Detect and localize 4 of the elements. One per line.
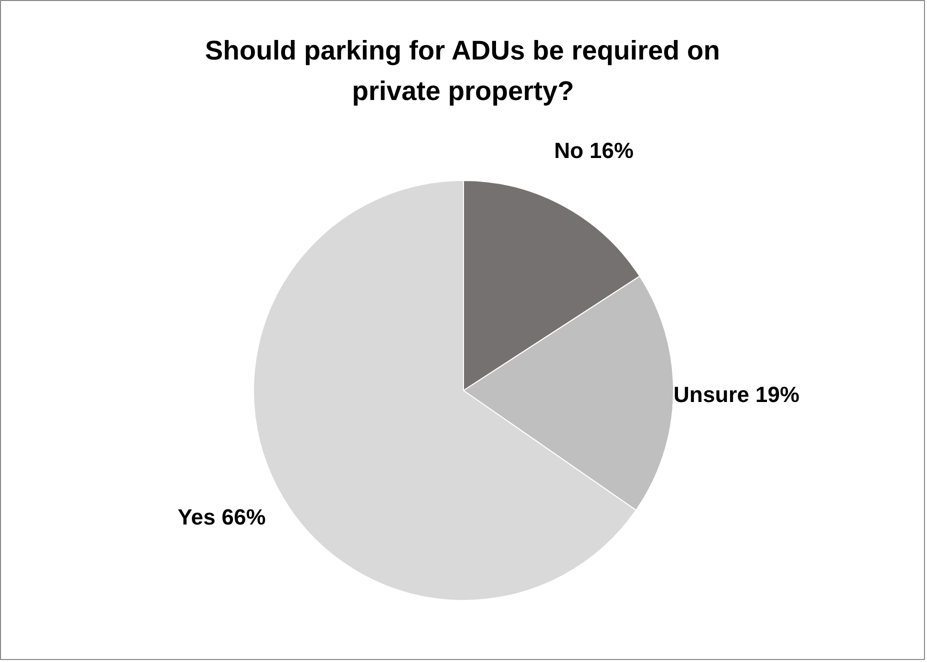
slice-label: Unsure 19% [673, 382, 800, 408]
slice-label: No 16% [554, 138, 634, 164]
chart-title: Should parking for ADUs be required on private property? [204, 36, 720, 106]
slice-label: Yes 66% [178, 504, 266, 530]
